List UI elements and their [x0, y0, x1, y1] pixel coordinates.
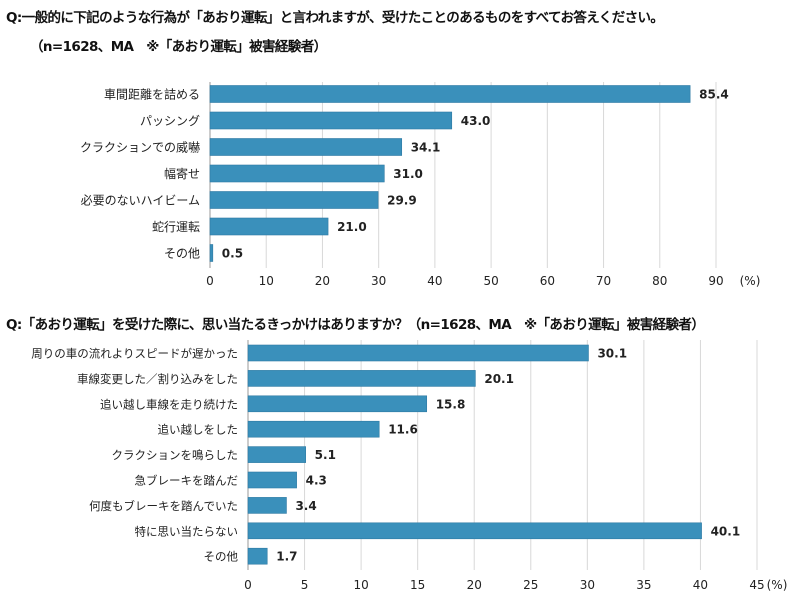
chart2-x-tick-label: 20 — [467, 578, 482, 592]
chart2-x-tick-label: 45 — [749, 578, 764, 592]
chart1-x-tick-label: 70 — [596, 274, 611, 288]
chart1-category-label: その他 — [164, 247, 200, 261]
chart1-category-label: パッシング — [140, 114, 200, 128]
chart1-category-label: 幅寄せ — [164, 166, 200, 181]
chart1-x-tick-label: 50 — [483, 274, 498, 288]
chart1-data-label: 43.0 — [461, 114, 491, 128]
chart1-x-tick-label: 80 — [652, 274, 667, 288]
chart1-category-label: 車間距離を詰める — [104, 87, 200, 102]
chart1-category-label: クラクションでの威嚇 — [80, 141, 200, 155]
chart1-data-label: 0.5 — [222, 247, 243, 261]
chart1-bar — [209, 111, 453, 130]
chart2-bar — [247, 344, 589, 362]
chart2-category-label: 周りの車の流れよりスピードが遅かった — [31, 347, 238, 361]
chart1-bar — [209, 217, 329, 236]
chart2-data-label: 4.3 — [306, 474, 327, 488]
chart2-x-tick-label: 10 — [353, 578, 368, 592]
chart2-category-label: 追い越しをした — [158, 423, 239, 437]
chart1-x-tick-label: 90 — [708, 274, 723, 288]
chart2-data-label: 30.1 — [597, 347, 627, 361]
chart2-data-label: 40.1 — [711, 524, 741, 538]
chart2-data-label: 5.1 — [315, 448, 336, 462]
chart1-data-label: 31.0 — [393, 167, 423, 181]
chart2-x-tick-label: 15 — [410, 578, 425, 592]
chart2-x-tick-label: 40 — [693, 578, 708, 592]
chart1-x-tick-label: 10 — [259, 274, 274, 288]
chart2-category-label: 急ブレーキを踏んだ — [135, 474, 239, 488]
chart2-category-label: 車線変更した／割り込みをした — [77, 372, 238, 386]
chart1-bar — [209, 164, 385, 183]
chart2-data-label: 15.8 — [436, 397, 466, 411]
chart2-category-label: 何度もブレーキを踏んでいた — [89, 499, 238, 513]
chart1-x-tick-label: 20 — [315, 274, 330, 288]
chart1-data-label: 21.0 — [337, 220, 367, 234]
chart2-x-tick-label: 5 — [301, 578, 309, 592]
chart2-bar — [247, 547, 268, 565]
chart2-bar — [247, 471, 297, 489]
chart1-x-tick-label: 40 — [427, 274, 442, 288]
chart2-bar — [247, 395, 428, 413]
chart2-category-label: 追い越し車線を走り続けた — [100, 397, 238, 411]
chart2-bar — [247, 497, 287, 514]
chart1-x-tick-label: 60 — [540, 274, 555, 288]
chart2-bar — [247, 522, 702, 540]
chart1-data-label: 34.1 — [411, 141, 441, 155]
chart1-category-label: 蛇行運転 — [152, 219, 200, 234]
chart2-category-label: 特に思い当たらない — [135, 524, 239, 538]
chart1-bar — [209, 244, 214, 262]
chart2-x-tick-label: 35 — [636, 578, 651, 592]
chart2-x-tick-label: 0 — [244, 578, 252, 592]
chart2-data-label: 20.1 — [484, 372, 514, 386]
chart1-data-label: 29.9 — [387, 194, 417, 208]
chart2-data-label: 1.7 — [276, 550, 297, 564]
chart2-category-label: その他 — [204, 550, 239, 564]
chart1-x-axis-unit: (%) — [740, 274, 761, 288]
chart1-subtitle: （n=1628、MA ※「あおり運転」被害経験者） — [30, 39, 327, 55]
chart2-bar — [247, 420, 380, 438]
chart2-data-label: 3.4 — [295, 499, 316, 513]
chart1-data-label: 85.4 — [699, 88, 729, 102]
chart2-title: Q:「あおり運転」を受けた際に、思い当たるきっかけはありますか？（n=1628、… — [6, 317, 705, 333]
chart1-bar — [209, 85, 691, 103]
chart1-x-tick-label: 0 — [206, 274, 214, 288]
chart2-data-label: 11.6 — [388, 423, 418, 437]
chart2-bar — [247, 446, 306, 463]
chart2-category-label: クラクションを鳴らした — [112, 448, 239, 462]
chart2-bar — [247, 370, 476, 387]
chart1-x-tick-label: 30 — [371, 274, 386, 288]
chart1-title: Q:一般的に下記のような行為が「あおり運転」と言われますが、受けたことのあるもの… — [6, 10, 664, 26]
chart2-x-tick-label: 25 — [523, 578, 538, 592]
chart1-category-label: 必要のないハイビーム — [81, 194, 200, 208]
chart1-bar — [209, 191, 379, 209]
chart2-x-axis-unit: (%) — [767, 578, 788, 592]
chart2-x-tick-label: 30 — [580, 578, 595, 592]
chart1-bar — [209, 138, 403, 156]
